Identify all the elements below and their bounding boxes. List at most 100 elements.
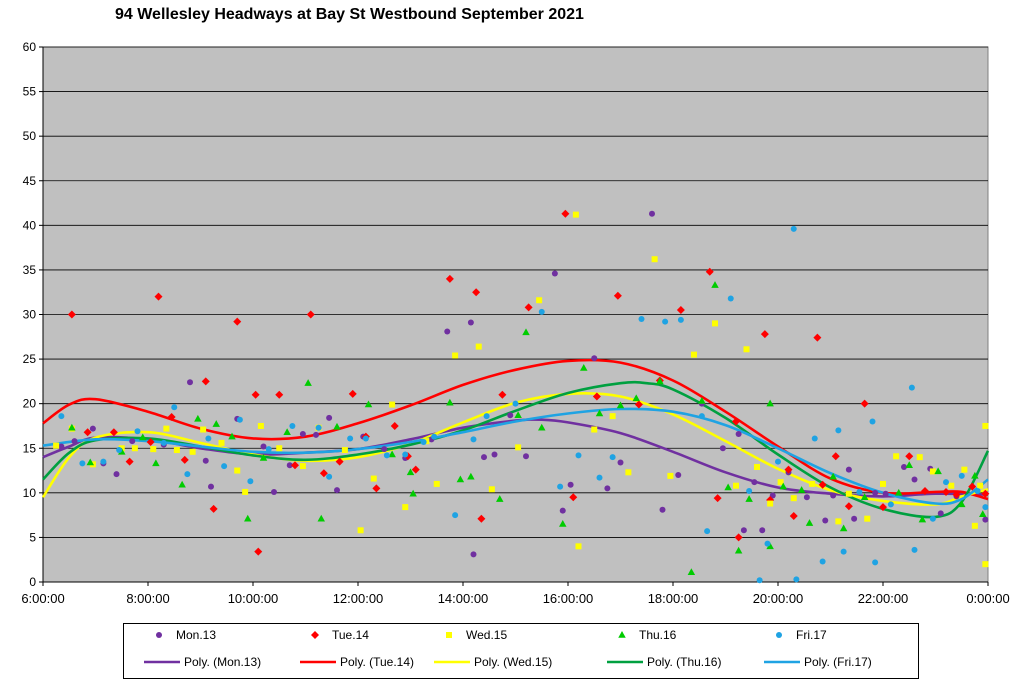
data-point [908, 384, 915, 391]
data-point [522, 328, 530, 336]
data-points [53, 209, 990, 584]
data-point [402, 504, 409, 511]
data-point [835, 518, 842, 525]
data-point [704, 528, 711, 535]
legend-label: Poly. (Tue.14) [340, 655, 415, 669]
data-point [289, 422, 296, 429]
data-point [687, 568, 696, 575]
data-point [790, 495, 797, 502]
trendline-poly-fri-17 [42, 407, 989, 506]
data-point [234, 467, 241, 474]
data-point [872, 489, 879, 496]
data-point [982, 422, 989, 429]
data-point [496, 495, 504, 502]
data-point [613, 291, 622, 300]
data-point [507, 412, 514, 419]
data-point [918, 515, 927, 523]
data-point [514, 411, 522, 419]
data-point [83, 428, 92, 437]
data-point [952, 490, 961, 499]
data-point [811, 435, 818, 442]
data-point [244, 514, 252, 522]
data-point [860, 399, 869, 408]
data-point [822, 517, 829, 524]
data-point [481, 454, 487, 461]
data-point [515, 444, 522, 451]
data-point [467, 319, 474, 326]
data-point [150, 446, 157, 453]
data-point [189, 448, 196, 455]
data-point [212, 420, 220, 427]
data-point [389, 401, 396, 408]
data-point [869, 418, 876, 425]
data-point [364, 400, 373, 408]
data-point [937, 510, 944, 517]
y-tick-label: 0 [29, 575, 36, 589]
data-point [259, 454, 268, 461]
data-point [472, 288, 481, 297]
data-point [218, 439, 225, 446]
data-point [971, 522, 978, 529]
series-thu-16 [68, 281, 987, 575]
data-point [512, 400, 519, 407]
data-point [444, 328, 451, 335]
data-point [971, 471, 979, 479]
data-point [152, 459, 160, 467]
data-point [575, 543, 582, 550]
data-point [734, 533, 743, 542]
data-point [982, 561, 989, 568]
data-point [317, 514, 325, 522]
data-point [632, 394, 640, 402]
data-point [713, 494, 722, 503]
data-point [254, 547, 263, 556]
data-point [139, 433, 147, 441]
data-point [592, 392, 601, 401]
data-point [536, 297, 543, 304]
data-point [180, 455, 189, 464]
data-point [58, 413, 65, 420]
data-point [981, 489, 990, 498]
data-point [893, 453, 900, 460]
data-point [733, 482, 739, 489]
data-point [769, 492, 776, 499]
legend-swatch [607, 660, 643, 664]
data-point [745, 495, 753, 502]
data-point [551, 270, 558, 277]
data-point [864, 515, 871, 522]
data-point [905, 461, 913, 468]
data-point [724, 483, 732, 491]
data-point [872, 559, 879, 566]
data-point [958, 472, 965, 479]
y-tick-label: 20 [23, 397, 37, 411]
data-point [797, 486, 806, 493]
series-wed-15 [53, 211, 989, 568]
data-point [475, 343, 482, 350]
data-point [260, 443, 267, 450]
gridlines [43, 46, 988, 538]
data-point [712, 320, 718, 327]
data-point [559, 520, 567, 527]
data-point [572, 211, 579, 218]
data-point [523, 453, 529, 460]
trendline-poly-thu-16 [42, 380, 990, 519]
data-point [911, 476, 918, 483]
data-point [452, 512, 459, 519]
data-point [129, 438, 136, 445]
data-point [921, 487, 929, 496]
x-tick-labels: 6:00:00 8:00:00 10:00:00 12:00:00 14:00:00 16… [21, 591, 1009, 606]
data-point [265, 446, 272, 453]
data-point [221, 463, 228, 470]
data-point [131, 445, 138, 452]
data-point [333, 422, 341, 430]
data-point [751, 479, 758, 486]
y-tick-label: 5 [29, 530, 36, 544]
data-point [591, 355, 598, 362]
data-point [617, 459, 624, 466]
data-point [596, 474, 603, 481]
x-tick-label: 12:00:00 [333, 591, 384, 606]
data-point [402, 451, 409, 458]
data-point [634, 400, 643, 409]
data-point [882, 490, 889, 497]
data-point [856, 488, 863, 495]
data-point [982, 516, 989, 523]
